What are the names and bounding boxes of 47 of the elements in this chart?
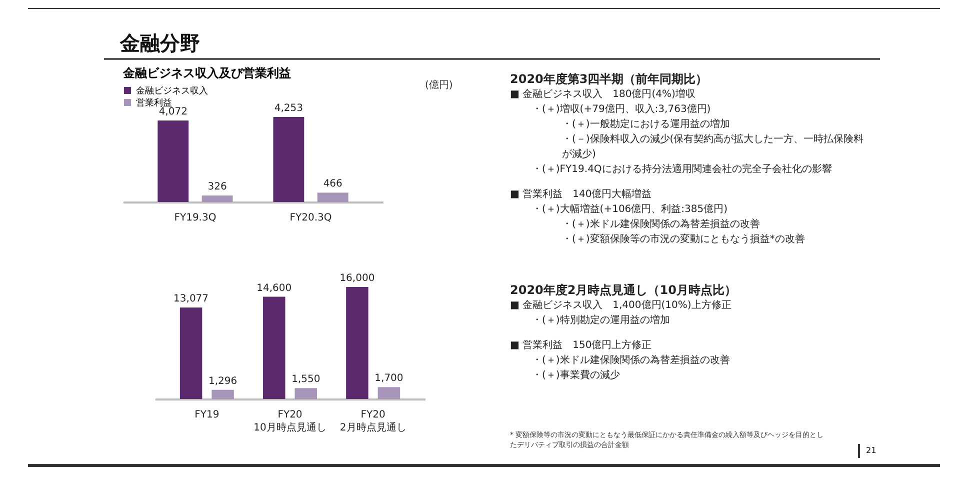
- text: ・(＋)特別勘定の運用益の増加: [531, 314, 671, 328]
- text: ■ 営業利益 150億円上方修正: [510, 338, 653, 353]
- data-label: 326: [208, 181, 227, 192]
- text: 21: [858, 444, 876, 458]
- bar: [180, 307, 202, 399]
- bar: [273, 116, 304, 202]
- data-label: 4,072: [158, 106, 188, 118]
- text: ■ 金融ビジネス収入 1,400億円(10%)上方修正: [510, 298, 732, 313]
- chart-title: 金融分野: [120, 30, 200, 57]
- text: ・(＋)変額保険等の市況の変動にともなう損益*の改善: [561, 232, 806, 247]
- data-label: 1,550: [292, 374, 320, 386]
- y-axis-title: (億円): [425, 78, 453, 92]
- data-label: 1,296: [208, 376, 238, 387]
- data-label: 14,600: [256, 282, 292, 294]
- text: ・(＋)米ドル建保険関係の為替差損益の改善: [561, 218, 761, 232]
- text: ・(＋)米ドル建保険関係の為替差損益の改善: [531, 354, 731, 368]
- text: ・(＋)一般勘定における運用益の増加: [561, 118, 731, 132]
- text: ・(＋)FY19.4Qにおける持分法適用関連会社の完全子会社化の影響: [531, 162, 833, 177]
- legend-label: 営業利益: [136, 98, 172, 108]
- text: 2020年度第3四半期（前年同期比）: [510, 72, 709, 87]
- data-label: 13,077: [174, 293, 209, 304]
- bar: [346, 287, 368, 399]
- bar: [158, 120, 189, 202]
- bar: [294, 388, 317, 399]
- x-tick-label: FY20.3Q: [290, 212, 332, 224]
- legend-label: 金融ビジネス収入: [136, 86, 208, 96]
- text: ・(＋)増収(+79億円、収入:3,763億円): [531, 102, 712, 117]
- text: ■ 金融ビジネス収入 180億円(4%)増収: [510, 88, 696, 102]
- bar: [378, 387, 400, 399]
- x-tick-label: FY19: [194, 410, 220, 420]
- bar: [202, 195, 233, 202]
- data-label: 16,000: [340, 273, 375, 284]
- data-label: 1,700: [374, 373, 404, 384]
- data-label: 466: [323, 178, 342, 190]
- chart-subtitle: 金融ビジネス収入及び営業利益: [122, 66, 291, 80]
- x-tick-label: FY20 10月時点見通し: [254, 410, 326, 434]
- text: ・(＋)大幅増益(+106億円、利益:385億円): [531, 202, 729, 217]
- data-label: 4,253: [274, 102, 304, 114]
- text: ・(＋)事業費の減少: [531, 368, 621, 383]
- text: ■ 営業利益 140億円大幅増益: [510, 188, 653, 202]
- bar: [263, 296, 286, 399]
- bar: [317, 192, 348, 202]
- text: ・(－)保険料収入の減少(保有契約高が拡大した一方、一時払保険料が減少): [561, 132, 865, 162]
- text: 2020年度2月時点見通し（10月時点比）: [510, 283, 738, 298]
- bar: [212, 390, 234, 399]
- x-tick-label: FY19.3Q: [174, 212, 216, 224]
- x-tick-label: FY20 2月時点見通し: [340, 410, 406, 434]
